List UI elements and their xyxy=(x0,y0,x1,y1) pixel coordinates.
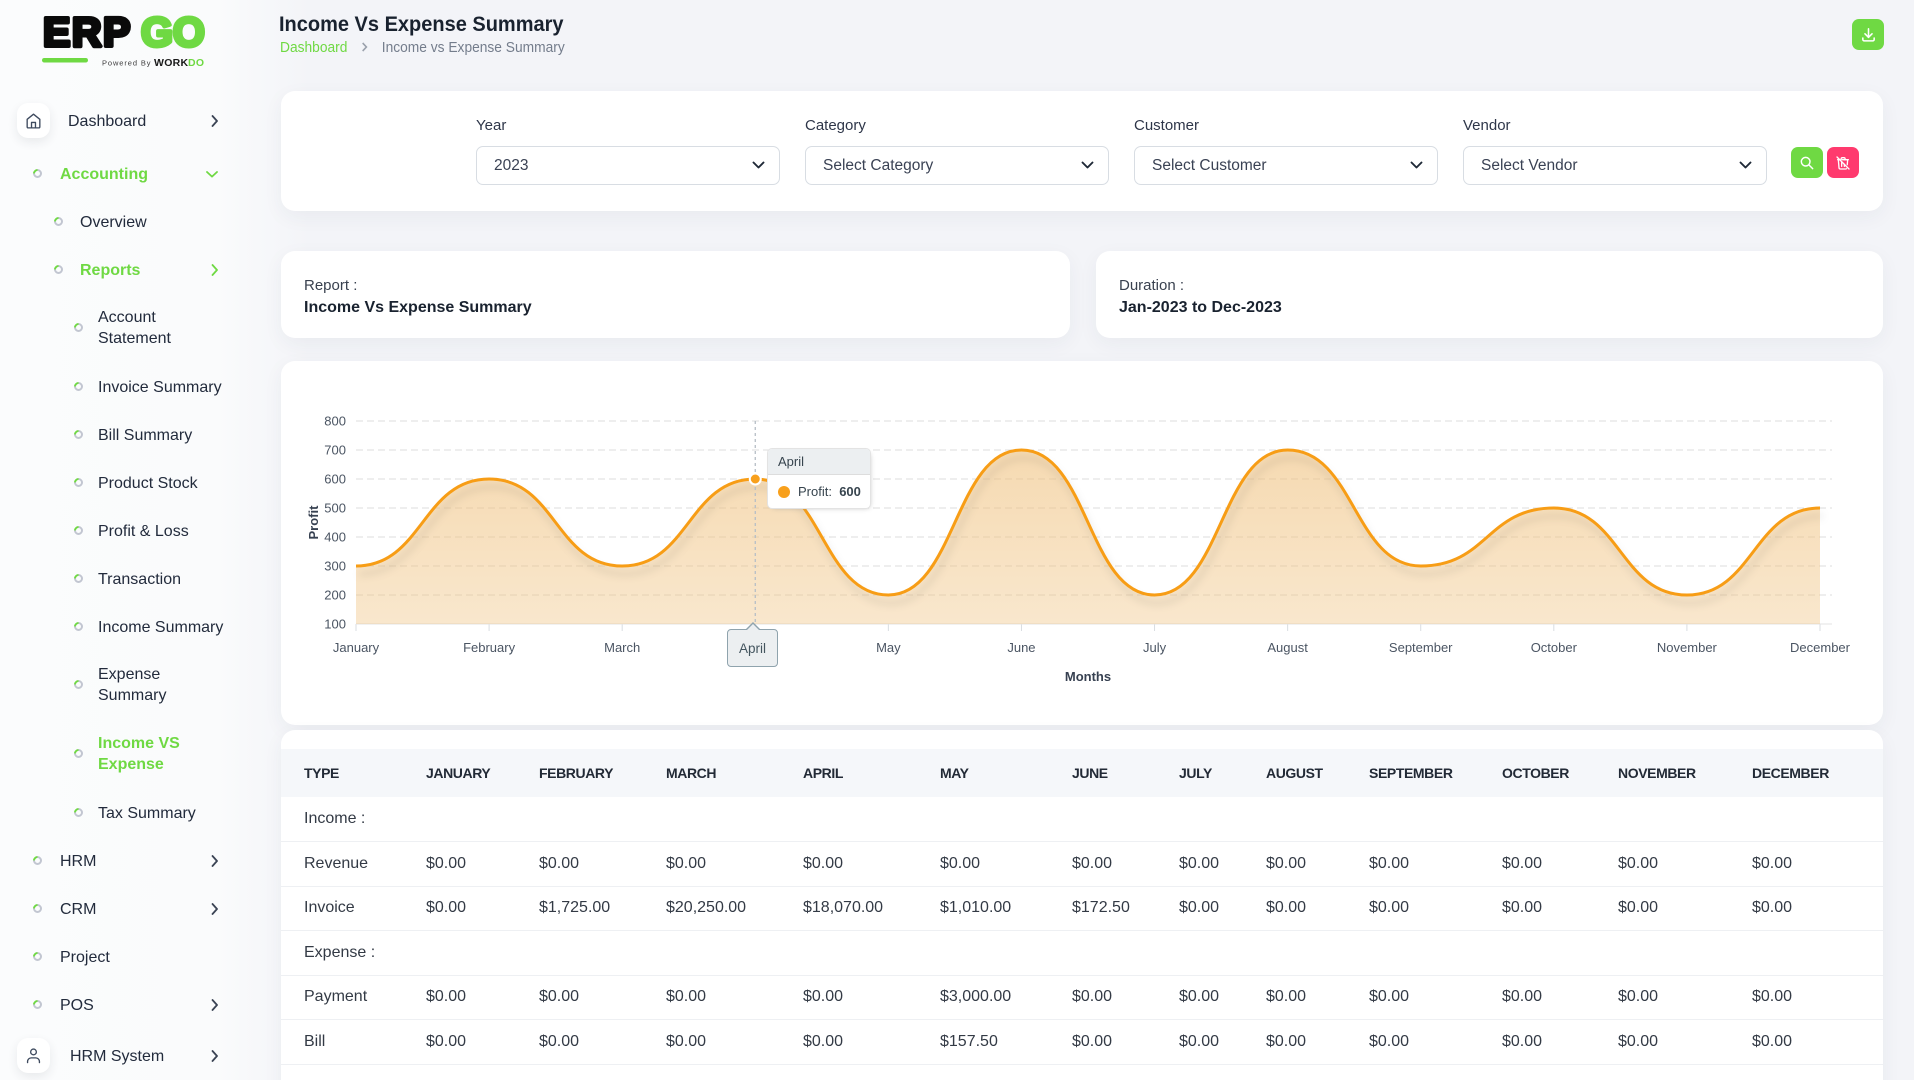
svg-text:Profit: Profit xyxy=(306,505,321,540)
svg-text:December: December xyxy=(1790,640,1851,655)
svg-text:November: November xyxy=(1657,640,1718,655)
svg-text:WORK: WORK xyxy=(154,57,189,69)
svg-text:Months: Months xyxy=(1065,669,1111,684)
svg-text:200: 200 xyxy=(324,588,346,603)
svg-text:October: October xyxy=(1531,640,1578,655)
svg-text:100: 100 xyxy=(324,617,346,632)
svg-text:January: January xyxy=(333,640,380,655)
svg-text:GO: GO xyxy=(141,9,205,55)
svg-text:700: 700 xyxy=(324,443,346,458)
svg-text:September: September xyxy=(1389,640,1453,655)
svg-text:500: 500 xyxy=(324,501,346,516)
svg-text:June: June xyxy=(1007,640,1035,655)
svg-text:ERP: ERP xyxy=(43,9,132,55)
svg-text:300: 300 xyxy=(324,559,346,574)
svg-text:March: March xyxy=(604,640,640,655)
svg-text:DO: DO xyxy=(188,57,204,69)
svg-text:August: August xyxy=(1267,640,1308,655)
svg-text:July: July xyxy=(1143,640,1167,655)
svg-text:February: February xyxy=(463,640,516,655)
svg-text:600: 600 xyxy=(324,472,346,487)
svg-text:May: May xyxy=(876,640,901,655)
svg-text:400: 400 xyxy=(324,530,346,545)
svg-text:Powered By: Powered By xyxy=(102,59,151,68)
svg-text:800: 800 xyxy=(324,414,346,429)
